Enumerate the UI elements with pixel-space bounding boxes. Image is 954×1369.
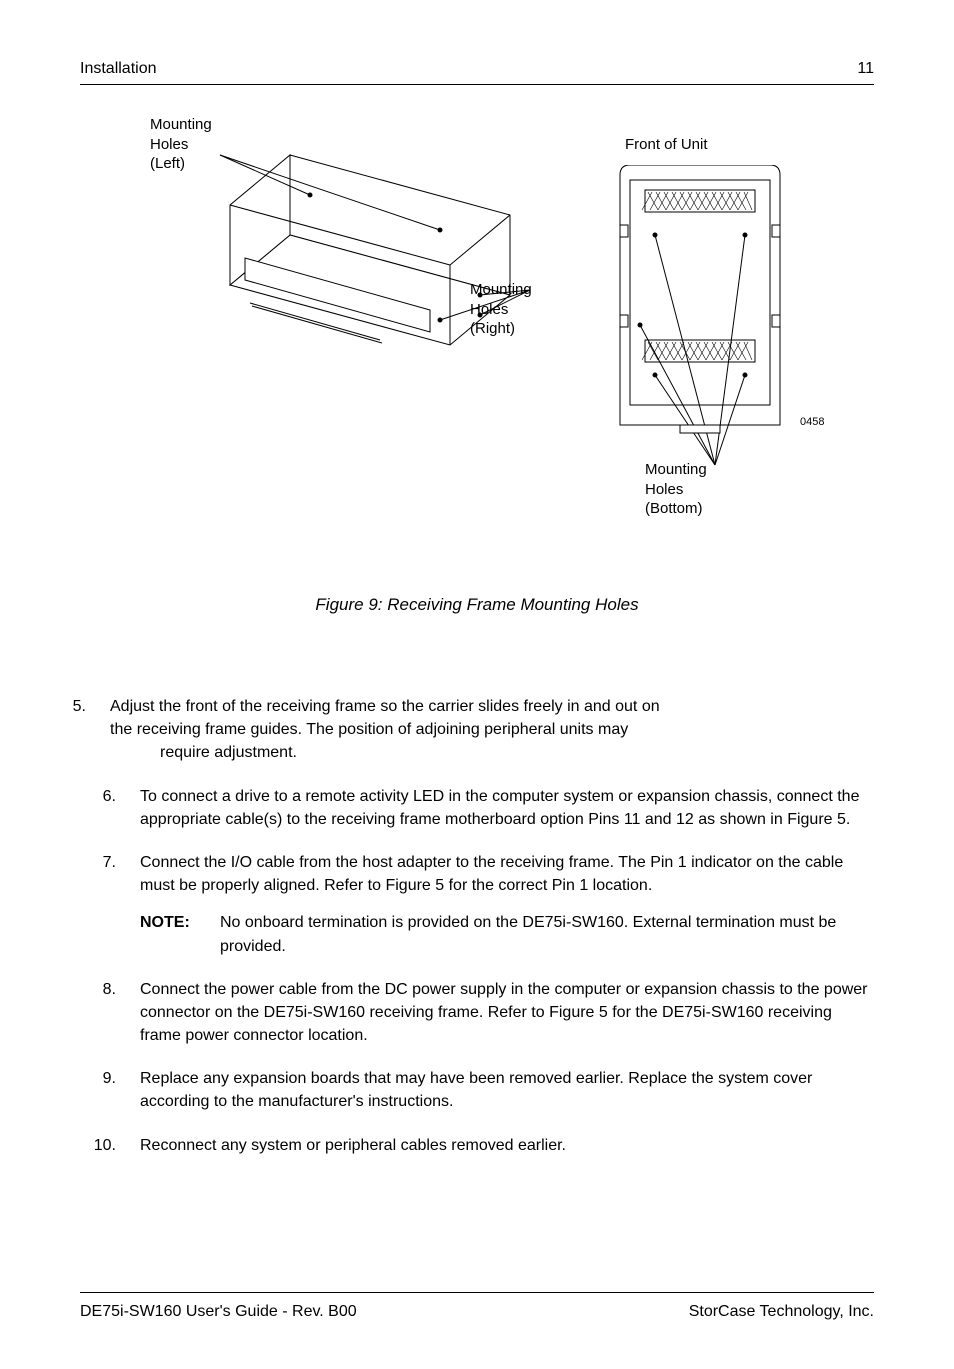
step-7: 7. Connect the I/O cable from the host a… xyxy=(80,851,874,958)
page-footer: DE75i-SW160 User's Guide - Rev. B00 Stor… xyxy=(80,1292,874,1321)
step-text: Replace any expansion boards that may ha… xyxy=(140,1067,874,1113)
step-5: 5. Adjust the front of the receiving fra… xyxy=(50,695,874,765)
step-text: Connect the I/O cable from the host adap… xyxy=(140,851,874,958)
bottom-view-icon xyxy=(600,165,800,485)
header-page-number: 11 xyxy=(857,60,874,78)
figure-area: Mounting Holes (Left) xyxy=(80,115,874,535)
step-number: 10. xyxy=(80,1134,140,1157)
step-number: 9. xyxy=(80,1067,140,1113)
label-mounting-bottom: Mounting Holes (Bottom) xyxy=(645,460,707,519)
step-8: 8. Connect the power cable from the DC p… xyxy=(80,978,874,1048)
step-text: Reconnect any system or peripheral cable… xyxy=(140,1134,874,1157)
step-number: 7. xyxy=(80,851,140,958)
label-mounting-right: Mounting Holes (Right) xyxy=(470,280,532,339)
note-block: NOTE: No onboard termination is provided… xyxy=(140,911,874,957)
footer-left: DE75i-SW160 User's Guide - Rev. B00 xyxy=(80,1303,357,1321)
page-header: Installation 11 xyxy=(80,60,874,85)
step-number: 5. xyxy=(50,695,110,765)
content-body: 5. Adjust the front of the receiving fra… xyxy=(80,695,874,1157)
note-text: No onboard termination is provided on th… xyxy=(220,911,874,957)
step-number: 6. xyxy=(80,785,140,831)
step-number: 8. xyxy=(80,978,140,1048)
step-9: 9. Replace any expansion boards that may… xyxy=(80,1067,874,1113)
step-text: Connect the power cable from the DC powe… xyxy=(140,978,874,1048)
figure-caption: Figure 9: Receiving Frame Mounting Holes xyxy=(80,595,874,615)
step-text: Adjust the front of the receiving frame … xyxy=(110,695,874,765)
label-front-of-unit: Front of Unit xyxy=(625,135,708,155)
step-6: 6. To connect a drive to a remote activi… xyxy=(80,785,874,831)
step-text: To connect a drive to a remote activity … xyxy=(140,785,874,831)
note-label: NOTE: xyxy=(140,911,220,957)
footer-right: StorCase Technology, Inc. xyxy=(689,1303,874,1321)
label-figure-id: 0458 xyxy=(800,415,824,429)
header-left: Installation xyxy=(80,60,157,78)
isometric-drive-icon xyxy=(180,115,560,395)
step-10: 10. Reconnect any system or peripheral c… xyxy=(80,1134,874,1157)
